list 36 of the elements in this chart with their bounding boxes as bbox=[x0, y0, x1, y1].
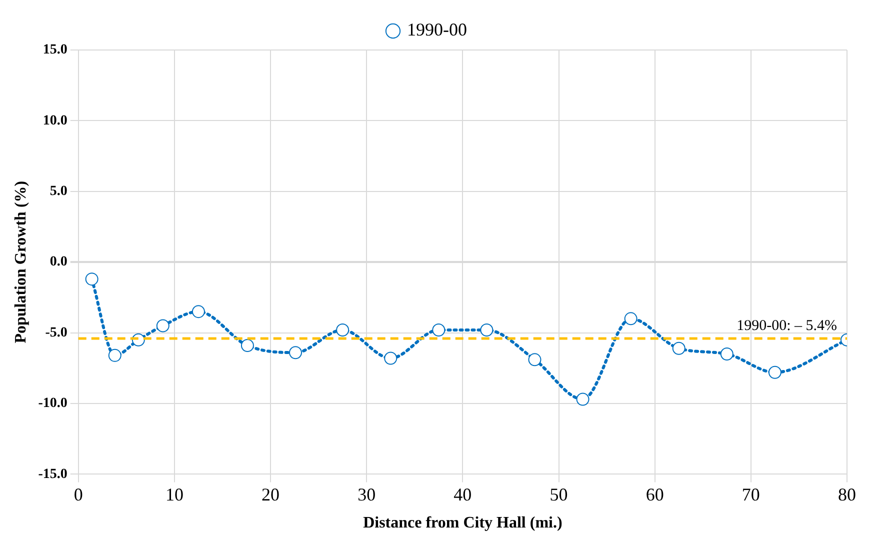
x-tick-label: 70 bbox=[742, 484, 760, 505]
x-tick-label: 20 bbox=[262, 484, 280, 505]
point bbox=[576, 392, 590, 406]
point bbox=[768, 366, 782, 379]
x-tick-label: 40 bbox=[454, 484, 472, 505]
point bbox=[384, 352, 398, 365]
x-tick-label: 10 bbox=[165, 484, 184, 505]
y-tick-label: -15.0 bbox=[38, 466, 68, 482]
y-axis-title: Population Growth (%) bbox=[12, 180, 30, 344]
y-tick-label: 15.0 bbox=[42, 42, 68, 58]
x-tick-label: 0 bbox=[74, 484, 83, 505]
point bbox=[432, 323, 446, 336]
point bbox=[720, 348, 734, 361]
x-tick-label: 50 bbox=[550, 484, 568, 505]
y-tick-label: 5.0 bbox=[50, 184, 68, 200]
point bbox=[289, 346, 302, 360]
legend-label: 1990-00 bbox=[407, 20, 468, 40]
point bbox=[624, 312, 638, 326]
y-tick-label: -10.0 bbox=[38, 396, 68, 412]
point bbox=[108, 348, 122, 362]
point bbox=[156, 319, 170, 332]
point bbox=[192, 305, 205, 318]
x-tick-label: 30 bbox=[358, 484, 376, 505]
x-tick-label: 80 bbox=[838, 484, 856, 505]
point bbox=[85, 272, 98, 286]
point bbox=[480, 323, 494, 336]
ref-line-label: 1990-00: – 5.4% bbox=[736, 318, 837, 334]
y-tick-label: 10.0 bbox=[42, 113, 68, 128]
point bbox=[240, 339, 254, 352]
x-axis-title: Distance from City Hall (mi.) bbox=[363, 514, 562, 532]
point bbox=[528, 353, 542, 366]
point bbox=[672, 342, 686, 355]
y-tick-label: 0.0 bbox=[50, 254, 68, 270]
y-tick-label: -5.0 bbox=[45, 325, 68, 340]
x-tick-label: 60 bbox=[646, 484, 664, 505]
point bbox=[336, 323, 350, 336]
